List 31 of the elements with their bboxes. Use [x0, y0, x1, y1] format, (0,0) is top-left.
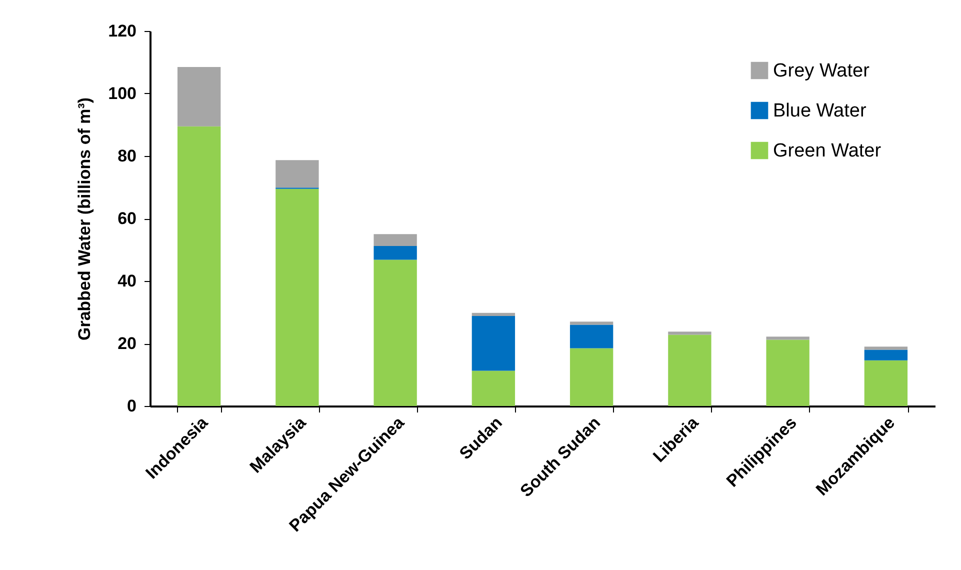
- legend-label: Green Water: [773, 140, 882, 162]
- bar: [374, 246, 417, 260]
- legend-label: Grey Water: [773, 60, 870, 82]
- bar: [766, 336, 810, 340]
- bar: [570, 322, 614, 325]
- bar: [276, 160, 319, 188]
- bar: [668, 332, 712, 335]
- bar: [864, 360, 908, 406]
- legend-label: Blue Water: [773, 100, 867, 122]
- y-tick-label: 40: [118, 272, 136, 290]
- bar: [276, 188, 319, 406]
- bar: [374, 260, 417, 406]
- bar: [177, 126, 221, 406]
- y-tick-label: 100: [108, 84, 136, 103]
- bar: [864, 350, 908, 360]
- y-tick-label: 80: [118, 146, 136, 166]
- bar: [374, 234, 417, 246]
- y-tick-label: 60: [118, 209, 136, 228]
- bar: [570, 324, 614, 348]
- bar: [570, 348, 614, 406]
- bar: [472, 312, 516, 316]
- bar: [472, 316, 516, 371]
- bar: [472, 370, 516, 406]
- y-tick-label: 0: [127, 396, 136, 416]
- bar: [177, 66, 221, 126]
- bar: [864, 346, 908, 350]
- bar: [766, 340, 810, 406]
- y-tick-label: 20: [118, 334, 136, 353]
- y-tick-label: 120: [108, 22, 136, 40]
- bar: [668, 334, 712, 406]
- y-axis-title: Grabbed Water (billions of m³): [75, 97, 94, 341]
